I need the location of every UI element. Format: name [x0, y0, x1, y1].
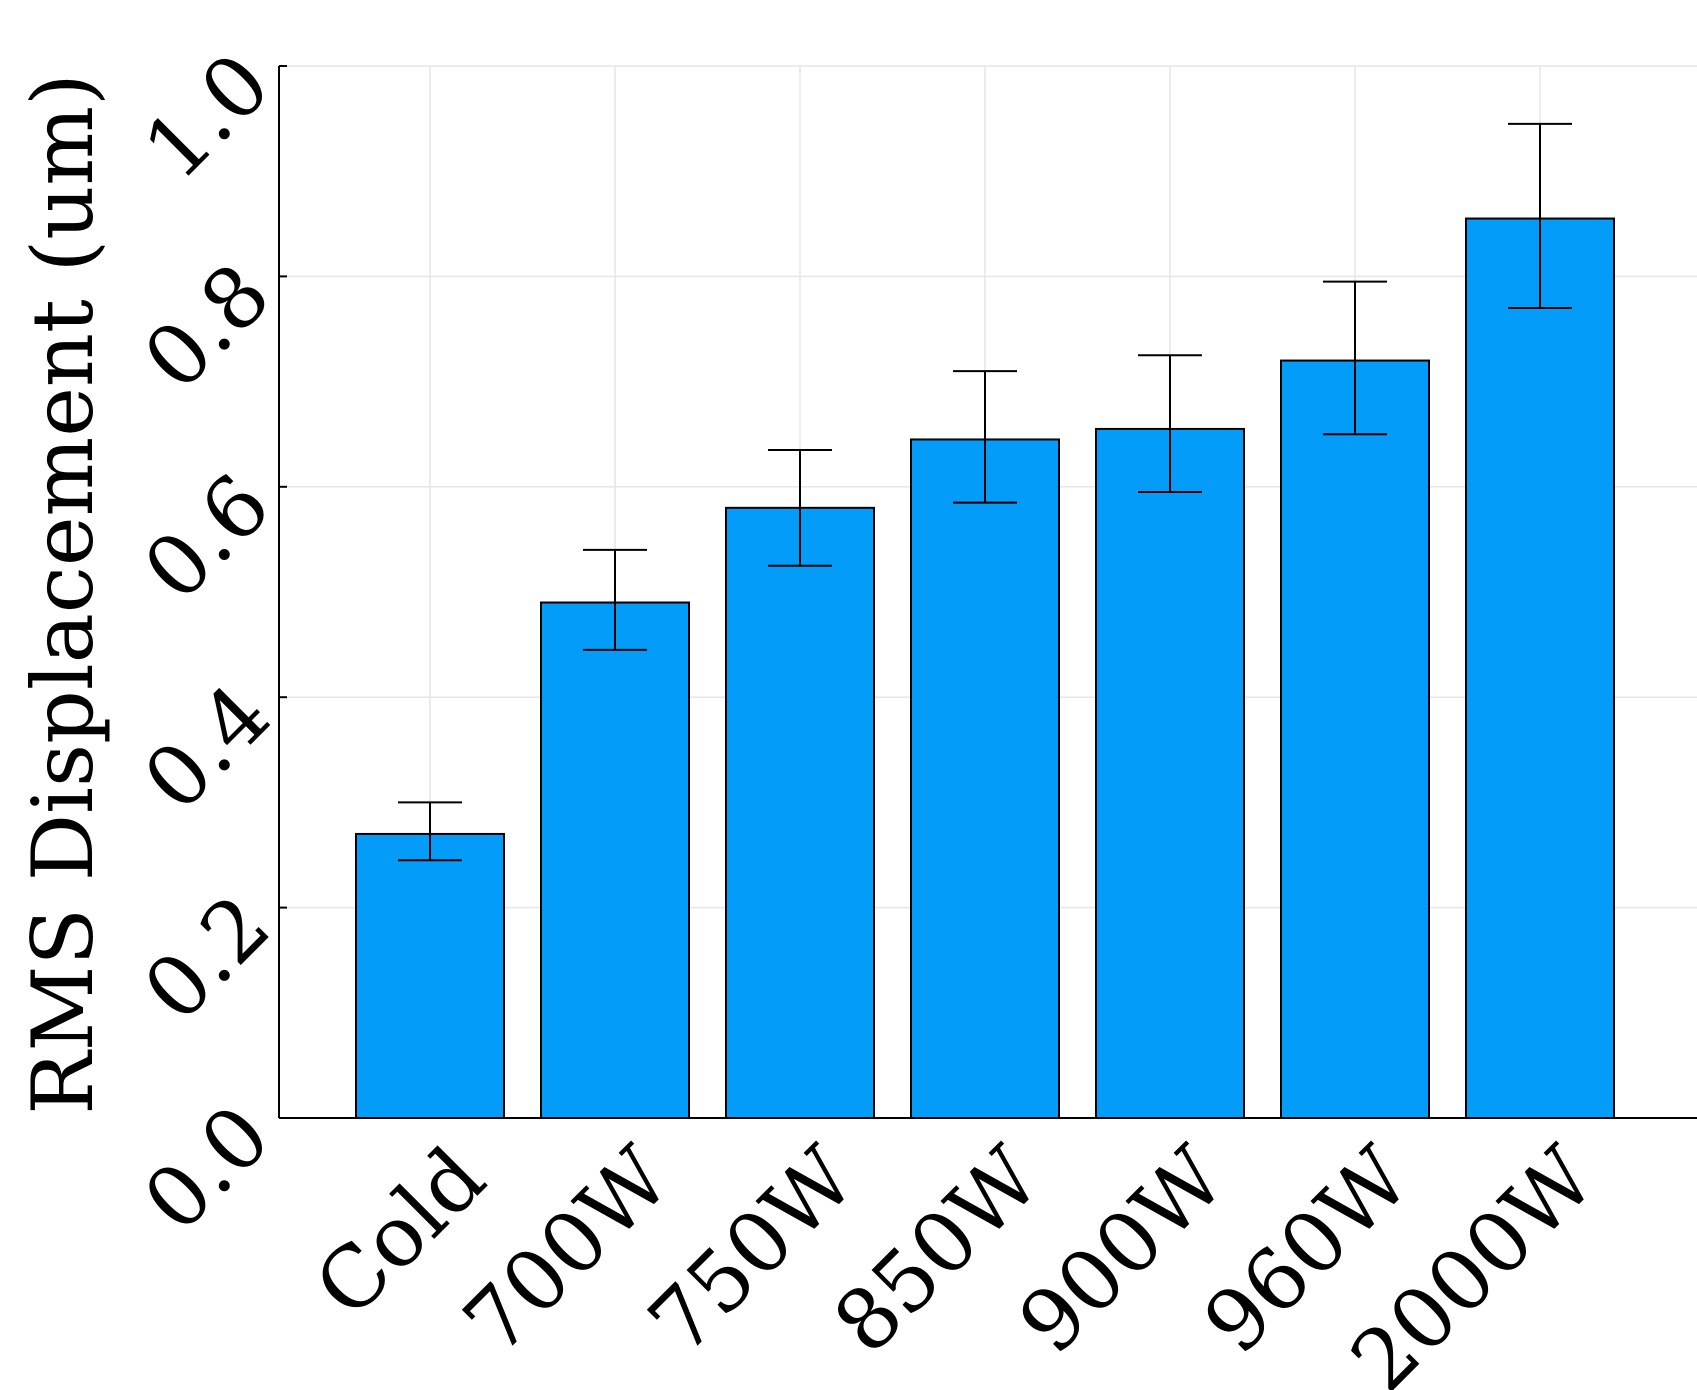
bar-960w: [1280, 359, 1430, 1119]
bar-750w: [725, 506, 875, 1119]
x-tick-label: 750W: [630, 1128, 874, 1372]
y-tick-label: 0.8: [125, 245, 289, 409]
bar-cold: [355, 832, 505, 1120]
y-tick-labels: 0.0 0.2 0.4 0.6 0.8 1.0: [125, 34, 289, 1250]
bar-850w: [910, 438, 1060, 1119]
axes-group: [278, 66, 1697, 1119]
bars-group: [355, 217, 1615, 1120]
error-bar-2000w: [1508, 122, 1572, 309]
bar-700w: [540, 601, 690, 1119]
y-tick-label: 0.0: [125, 1086, 289, 1250]
y-tick-label: 0.2: [125, 876, 289, 1040]
error-bar-960w: [1323, 280, 1387, 436]
error-bar-900w: [1138, 354, 1202, 494]
y-tick-label: 0.6: [125, 455, 289, 619]
error-bar-cold: [398, 801, 462, 862]
x-tick-label: 900W: [1000, 1128, 1244, 1372]
x-tick-label: 700W: [445, 1128, 689, 1372]
error-bars-group: [398, 122, 1572, 862]
error-bar-700w: [583, 548, 647, 651]
error-bar-750w: [768, 448, 832, 567]
y-axis-title: RMS Displacement (um): [14, 73, 112, 1115]
x-tick-label: 850W: [815, 1128, 1059, 1372]
y-tick-label: 0.4: [125, 666, 289, 830]
bar-2000w: [1465, 217, 1615, 1120]
y-tick-label: 1.0: [125, 34, 289, 198]
bar-900w: [1095, 427, 1245, 1119]
error-bar-850w: [953, 370, 1017, 504]
